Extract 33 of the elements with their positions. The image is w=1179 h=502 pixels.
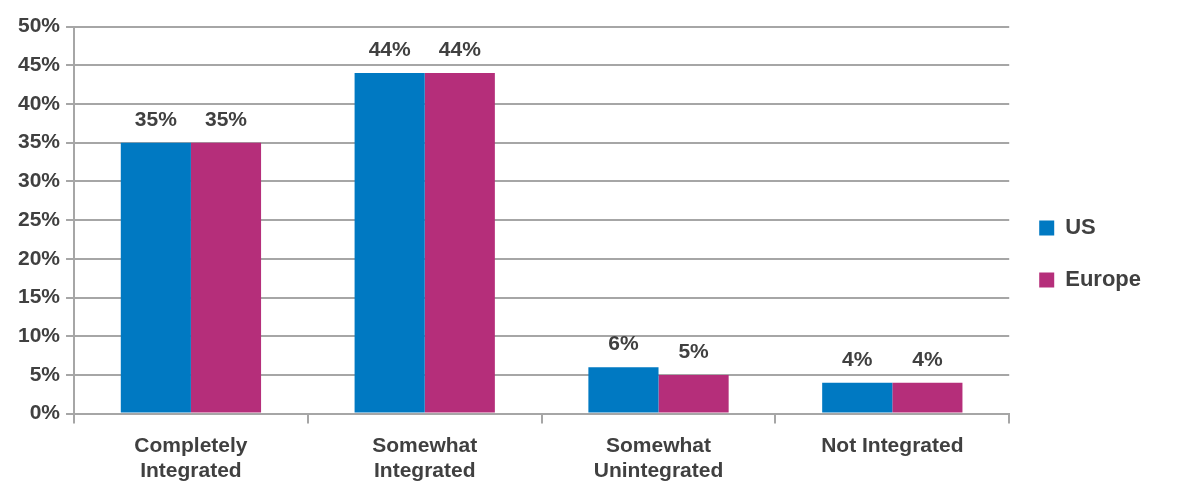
y-tick-label: 40% bbox=[18, 90, 61, 114]
x-tick-label: Somewhat Unintegrated bbox=[593, 433, 724, 482]
x-tick-label: Completely Integrated bbox=[134, 433, 248, 482]
bar bbox=[822, 382, 893, 413]
bar bbox=[892, 382, 963, 413]
data-label: 4% bbox=[842, 346, 873, 370]
x-tick-label: Not Integrated bbox=[821, 433, 964, 456]
legend-label: Europe bbox=[1065, 266, 1142, 292]
bar bbox=[354, 73, 425, 413]
legend-label: US bbox=[1065, 214, 1096, 240]
data-label: 44% bbox=[438, 37, 482, 61]
y-tick-label: 20% bbox=[18, 245, 61, 269]
y-tick-label: 35% bbox=[18, 129, 61, 153]
y-tick-label: 15% bbox=[18, 284, 61, 308]
bar bbox=[424, 73, 495, 413]
y-tick-label: 5% bbox=[29, 361, 61, 385]
data-label: 35% bbox=[204, 107, 248, 130]
x-tick-label: Somewhat Integrated bbox=[372, 433, 478, 482]
y-tick-label: 30% bbox=[18, 168, 61, 192]
y-tick-label: 45% bbox=[18, 52, 61, 76]
y-tick-label: 10% bbox=[18, 323, 61, 346]
y-tick-label: 0% bbox=[29, 400, 61, 424]
bar bbox=[120, 142, 191, 413]
data-label: 6% bbox=[608, 331, 639, 355]
bar bbox=[658, 374, 729, 413]
data-label: 4% bbox=[912, 346, 943, 370]
bar bbox=[190, 142, 262, 413]
bar bbox=[588, 367, 659, 413]
data-label: 5% bbox=[678, 339, 710, 363]
y-tick-label: 50% bbox=[18, 13, 61, 37]
data-label: 44% bbox=[368, 37, 411, 61]
data-label: 35% bbox=[134, 107, 178, 130]
y-tick-label: 25% bbox=[18, 206, 61, 230]
